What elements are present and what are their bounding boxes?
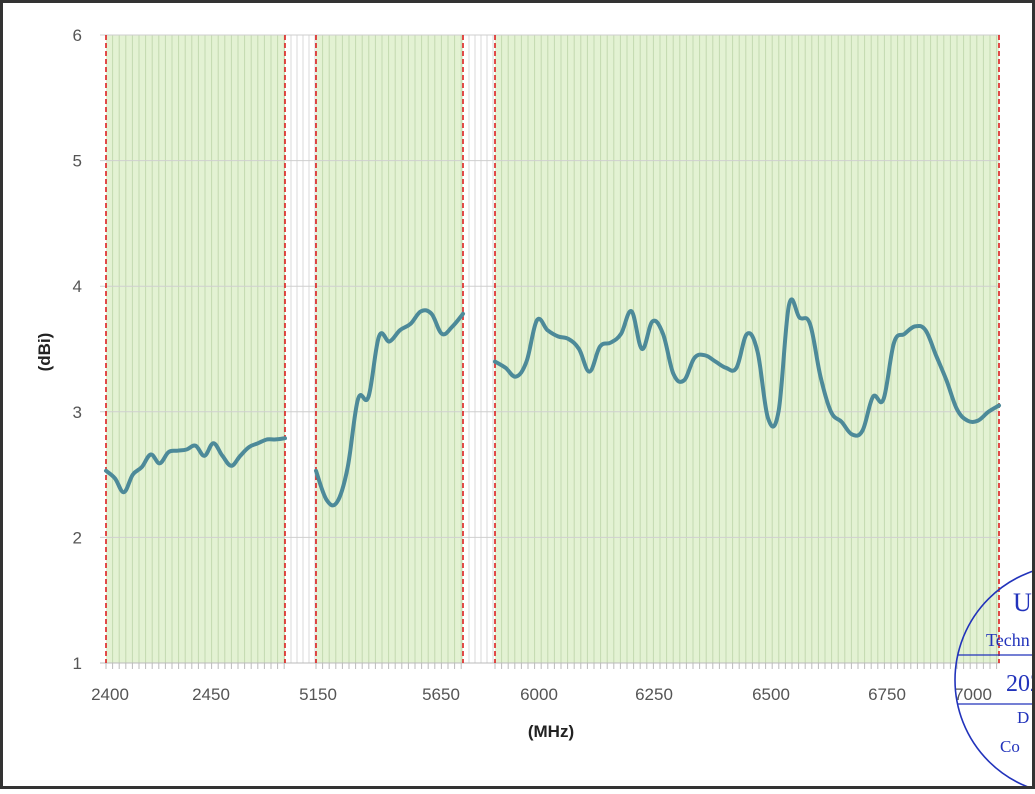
- stamp-text-line: 202: [1006, 671, 1035, 697]
- company-seal-stamp: U Techn 202 D Co: [954, 569, 1035, 791]
- x-tick-label: 6750: [868, 685, 906, 704]
- band-background: [106, 35, 285, 663]
- band-background: [495, 35, 999, 663]
- x-tick-label: 5650: [422, 685, 460, 704]
- x-tick-label: 2450: [192, 685, 230, 704]
- band-background: [316, 35, 463, 663]
- stamp-text-line: Co: [1000, 737, 1020, 756]
- x-tick-label: 2400: [91, 685, 129, 704]
- gridlines: [100, 34, 1000, 669]
- y-tick-label: 3: [73, 403, 82, 422]
- x-tick-label: 5150: [299, 685, 337, 704]
- y-tick-label: 4: [73, 277, 82, 296]
- gain-series: [104, 297, 1001, 508]
- series-line-segment: [314, 308, 465, 508]
- y-axis-ticks: 1 2 3 4 5 6: [73, 26, 82, 673]
- band-backgrounds: [106, 35, 999, 663]
- series-line-segment: [104, 436, 287, 495]
- y-tick-label: 1: [73, 654, 82, 673]
- stamp-text-line: D: [1017, 708, 1029, 727]
- y-tick-label: 5: [73, 152, 82, 171]
- x-tick-label: 6500: [752, 685, 790, 704]
- stamp-text-line: Techn: [986, 630, 1030, 650]
- x-axis-title: (MHz): [528, 722, 574, 741]
- x-tick-label: 6000: [520, 685, 558, 704]
- stamp-text-line: U: [1013, 588, 1032, 617]
- x-axis-ticks: 2400 2450 5150 5650 6000 6250 6500 6750 7000: [91, 685, 992, 704]
- x-tick-label: 7000: [954, 685, 992, 704]
- y-tick-label: 2: [73, 528, 82, 547]
- x-tick-label: 6250: [635, 685, 673, 704]
- band-boundaries: [105, 35, 1000, 663]
- stamp-outer-ring: [954, 569, 1035, 791]
- series-line-segment: [493, 297, 1001, 438]
- y-tick-label: 6: [73, 26, 82, 45]
- y-axis-title: (dBi): [35, 333, 54, 372]
